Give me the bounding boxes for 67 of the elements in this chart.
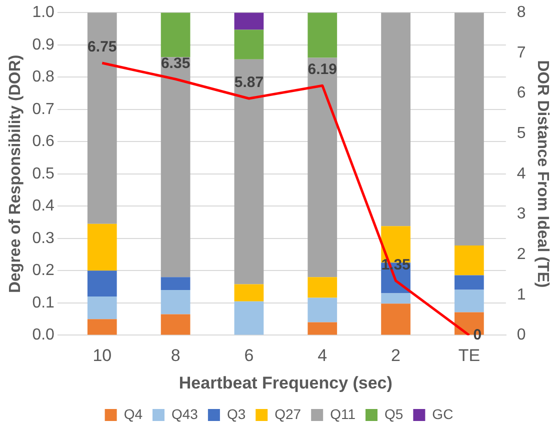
- y-tick-label: 0.4: [32, 198, 55, 215]
- y2-tick-label: 7: [516, 44, 526, 62]
- legend-label: Q4: [124, 406, 143, 422]
- y-tick-label: 0.1: [32, 294, 55, 312]
- y2-tick-label: 5: [516, 124, 526, 142]
- y-tick-label: 1.0: [32, 4, 55, 22]
- bar: [308, 298, 338, 322]
- bar: [160, 314, 190, 335]
- bar: [308, 12, 338, 58]
- bar: [308, 322, 338, 335]
- y2-tick-label: 6: [516, 84, 526, 102]
- y2-tick-label: 4: [516, 165, 526, 182]
- bar: [381, 304, 410, 335]
- legend-label: Q43: [171, 406, 198, 422]
- bar: [160, 290, 190, 314]
- y2-tick-label: 8: [516, 4, 526, 22]
- y2-tick-label: 2: [516, 246, 526, 263]
- bar: [454, 12, 484, 246]
- y-tick-label: 0.8: [32, 68, 55, 86]
- x-axis-title: Heartbeat Frequency (sec): [178, 373, 392, 392]
- bar: [381, 293, 410, 304]
- legend-label: Q27: [274, 406, 302, 422]
- bar: [87, 319, 117, 335]
- x-tick-label: 4: [318, 346, 328, 366]
- y-tick-label: 0.6: [32, 133, 55, 150]
- bar: [308, 58, 338, 278]
- data-label: 6.19: [308, 61, 337, 78]
- bar: [87, 224, 117, 271]
- bar: [454, 275, 484, 290]
- bar: [160, 12, 190, 58]
- bar: [381, 12, 410, 226]
- y-tick-label: 0.9: [32, 36, 55, 54]
- bar: [454, 290, 484, 312]
- bar: [160, 57, 190, 278]
- y2-axis-title: DOR Distance From Ideal (TE): [534, 60, 551, 288]
- data-label: 6.35: [160, 54, 190, 72]
- data-label: 5.87: [234, 74, 264, 92]
- x-tick-label: 6: [244, 346, 254, 366]
- y2-tick-label: 0: [516, 326, 526, 344]
- x-tick-label: TE: [458, 346, 480, 366]
- bar: [234, 59, 264, 284]
- legend-label: Q5: [384, 406, 404, 422]
- legend-label: GC: [432, 406, 454, 422]
- legend-label: Q11: [330, 406, 356, 422]
- y-tick-label: 0.3: [32, 230, 55, 247]
- y-tick-label: 0.2: [32, 262, 55, 280]
- x-tick-label: 10: [92, 346, 112, 366]
- bar: [454, 246, 484, 276]
- data-label: 6.75: [88, 38, 117, 56]
- bar: [234, 284, 264, 302]
- bar: [160, 277, 190, 290]
- x-tick-label: 8: [170, 346, 180, 366]
- bar: [87, 270, 117, 296]
- bar: [87, 296, 117, 320]
- y-axis-title: Degree of Responsibility (DOR): [7, 54, 24, 294]
- bar: [308, 277, 338, 298]
- y-tick-label: 0.0: [32, 326, 55, 344]
- bar: [234, 12, 264, 30]
- bar: [234, 30, 264, 60]
- bar: [234, 301, 264, 335]
- legend-label: Q3: [226, 406, 246, 422]
- y-tick-label: 0.7: [32, 100, 55, 118]
- y2-tick-label: 1: [516, 286, 526, 304]
- y-tick-label: 0.5: [32, 165, 55, 182]
- x-tick-label: 2: [391, 346, 401, 366]
- y2-tick-label: 3: [516, 206, 526, 223]
- bar: [87, 12, 117, 224]
